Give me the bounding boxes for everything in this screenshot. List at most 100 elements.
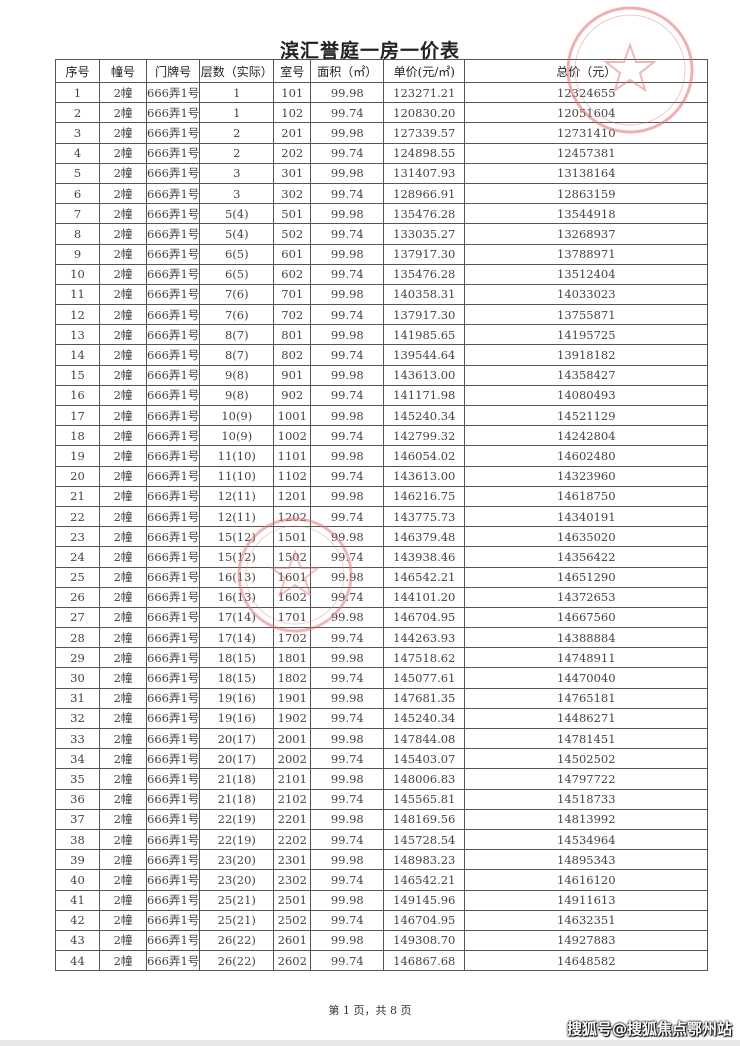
cell-floor: 22(19) — [199, 828, 275, 851]
cell-building: 2幢 — [99, 384, 147, 407]
table-row: 24 2幢 666弄1号 15(12) 1502 99.74 143938.46 143564… — [55, 546, 709, 568]
cell-floor: 15(12) — [199, 546, 275, 568]
cell-address: 666弄1号 — [145, 102, 201, 124]
cell-floor: 20(17) — [199, 727, 275, 750]
cell-total-price: 12324655 — [464, 81, 709, 104]
cell-address: 666弄1号 — [145, 929, 201, 952]
cell-unit-price: 146704.95 — [383, 909, 466, 931]
cell-room: 1602 — [273, 586, 312, 608]
price-table: 序号 幢号 门牌号 层数（实际） 室号 面积（㎡） 单价(元/㎡) 总价（元） 1 2幢 666弄… — [55, 59, 709, 972]
page-title: 滨汇誉庭一房一价表 — [279, 40, 460, 62]
cell-building: 2幢 — [99, 808, 147, 830]
table-row: 29 2幢 666弄1号 18(15) 1801 99.98 147518.62 147489… — [55, 647, 709, 669]
cell-floor: 10(9) — [199, 425, 275, 447]
table-row: 1 2幢 666弄1号 1 101 99.98 123271.21 12324655 — [55, 81, 709, 104]
cell-building: 2幢 — [99, 505, 147, 528]
cell-area: 99.98 — [310, 162, 385, 184]
cell-seq: 29 — [55, 647, 100, 669]
cell-area: 99.98 — [310, 243, 385, 265]
cell-address: 666弄1号 — [145, 162, 201, 184]
table-row: 4 2幢 666弄1号 2 202 99.74 124898.55 12457381 — [55, 142, 709, 164]
cell-total-price: 14618750 — [464, 485, 709, 507]
cell-area: 99.98 — [310, 81, 385, 104]
cell-area: 99.98 — [310, 324, 385, 346]
cell-building: 2幢 — [99, 909, 147, 931]
cell-total-price: 13138164 — [464, 162, 709, 184]
cell-seq: 15 — [55, 364, 100, 386]
cell-address: 666弄1号 — [145, 445, 201, 467]
cell-seq: 27 — [55, 606, 100, 629]
cell-room: 2302 — [273, 869, 312, 891]
cell-building: 2幢 — [99, 667, 147, 689]
cell-unit-price: 123271.21 — [383, 81, 466, 104]
cell-address: 666弄1号 — [145, 142, 201, 164]
table-row: 34 2幢 666弄1号 20(17) 2002 99.74 145403.07 145025… — [55, 748, 709, 770]
cell-building: 2幢 — [99, 162, 147, 184]
page-number: 第 1 页，共 8 页 — [328, 1004, 412, 1017]
table-row: 41 2幢 666弄1号 25(21) 2501 99.98 149145.96 149116… — [55, 889, 709, 911]
cell-building: 2幢 — [99, 122, 147, 144]
cell-total-price: 14911613 — [464, 889, 709, 911]
cell-building: 2幢 — [99, 586, 147, 608]
cell-seq: 10 — [55, 263, 100, 285]
cell-address: 666弄1号 — [145, 889, 201, 911]
cell-building: 2幢 — [99, 102, 147, 124]
cell-unit-price: 144263.93 — [383, 627, 466, 649]
cell-total-price: 14323960 — [464, 465, 709, 487]
cell-total-price: 14340191 — [464, 505, 709, 528]
column-header: 幢号 — [99, 59, 147, 83]
table-row: 25 2幢 666弄1号 16(13) 1601 99.98 146542.21 146512… — [55, 566, 709, 588]
cell-unit-price: 146054.02 — [383, 445, 466, 467]
cell-room: 2502 — [273, 909, 312, 931]
cell-building: 2幢 — [99, 687, 147, 709]
table-row: 22 2幢 666弄1号 12(11) 1202 99.74 143775.73 143401… — [55, 505, 709, 528]
cell-building: 2幢 — [99, 606, 147, 629]
cell-seq: 5 — [55, 162, 100, 184]
cell-unit-price: 143613.00 — [383, 364, 466, 386]
cell-room: 1901 — [273, 687, 312, 709]
cell-unit-price: 148006.83 — [383, 768, 466, 790]
cell-area: 99.74 — [310, 425, 385, 447]
cell-area: 99.74 — [310, 788, 385, 810]
cell-floor: 11(10) — [199, 465, 275, 487]
cell-floor: 9(8) — [199, 364, 275, 386]
table-row: 14 2幢 666弄1号 8(7) 802 99.74 139544.64 13918182 — [55, 344, 709, 366]
cell-room: 1001 — [273, 404, 312, 427]
cell-floor: 26(22) — [199, 929, 275, 952]
cell-total-price: 14616120 — [464, 869, 709, 891]
cell-seq: 36 — [55, 788, 100, 810]
cell-room: 601 — [273, 243, 312, 265]
cell-room: 2501 — [273, 889, 312, 911]
cell-floor: 16(13) — [199, 566, 275, 588]
cell-address: 666弄1号 — [145, 243, 201, 265]
cell-unit-price: 133035.27 — [383, 223, 466, 245]
cell-address: 666弄1号 — [145, 627, 201, 649]
cell-floor: 25(21) — [199, 889, 275, 911]
cell-seq: 44 — [55, 950, 100, 972]
cell-area: 99.74 — [310, 344, 385, 366]
cell-seq: 34 — [55, 748, 100, 770]
cell-room: 1002 — [273, 425, 312, 447]
cell-floor: 1 — [199, 102, 275, 124]
column-header: 单价(元/㎡) — [383, 59, 466, 83]
cell-floor: 21(18) — [199, 788, 275, 810]
cell-area: 99.98 — [310, 808, 385, 830]
cell-building: 2幢 — [99, 465, 147, 487]
cell-seq: 6 — [55, 182, 100, 205]
column-header: 面积（㎡） — [310, 59, 385, 83]
cell-seq: 26 — [55, 586, 100, 608]
cell-floor: 23(20) — [199, 849, 275, 871]
cell-unit-price: 145565.81 — [383, 788, 466, 810]
cell-building: 2幢 — [99, 627, 147, 649]
cell-unit-price: 135476.28 — [383, 203, 466, 225]
cell-room: 1202 — [273, 505, 312, 528]
cell-seq: 41 — [55, 889, 100, 911]
cell-unit-price: 146704.95 — [383, 606, 466, 629]
cell-unit-price: 143938.46 — [383, 546, 466, 568]
cell-room: 902 — [273, 384, 312, 407]
cell-floor: 19(16) — [199, 707, 275, 730]
cell-area: 99.74 — [310, 828, 385, 851]
cell-seq: 24 — [55, 546, 100, 568]
cell-address: 666弄1号 — [145, 122, 201, 144]
cell-room: 502 — [273, 223, 312, 245]
